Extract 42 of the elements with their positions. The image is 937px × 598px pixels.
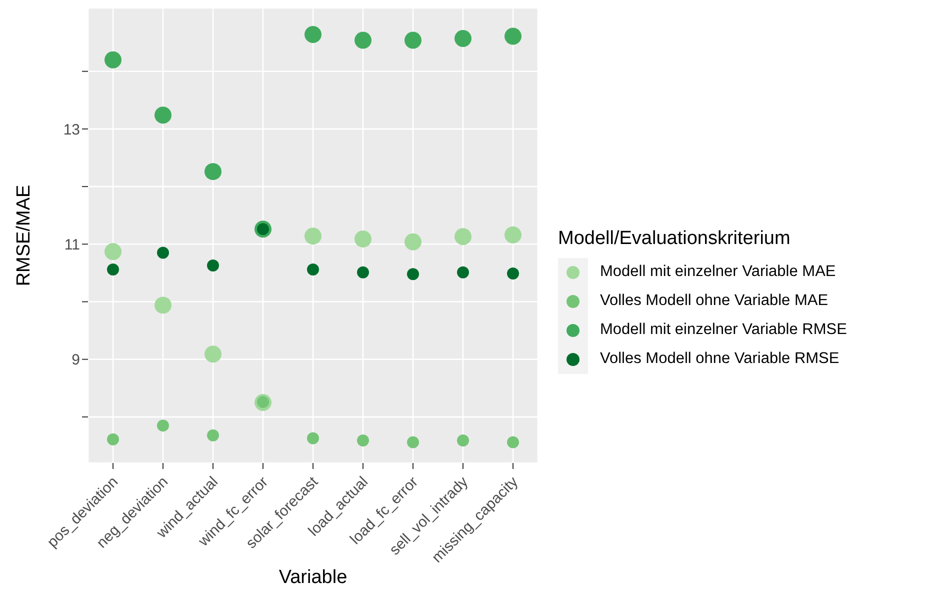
y-tick-label: 11: [64, 236, 80, 254]
point: [307, 432, 319, 444]
point: [354, 32, 372, 49]
point: [454, 30, 472, 48]
legend-title: Modell/Evaluationskriterium: [558, 228, 792, 250]
point: [507, 268, 519, 280]
point: [107, 433, 119, 446]
y-tick-label: 9: [72, 352, 80, 369]
point: [407, 436, 419, 448]
point: [454, 228, 472, 246]
point: [304, 26, 322, 43]
point: [507, 436, 519, 448]
legend-label: Volles Modell ohne Variable RMSE: [600, 350, 840, 368]
point: [404, 233, 422, 250]
point: [504, 226, 522, 244]
point: [457, 266, 469, 278]
legend-label: Modell mit einzelner Variable RMSE: [600, 321, 847, 339]
point: [304, 228, 322, 245]
point: [204, 346, 222, 363]
point: [107, 263, 119, 276]
legend-label: Modell mit einzelner Variable MAE: [600, 263, 836, 281]
point: [407, 268, 419, 280]
x-axis-title: Variable: [278, 567, 348, 588]
point: [104, 243, 122, 260]
point: [157, 246, 169, 259]
point: [357, 266, 369, 278]
point: [104, 51, 122, 68]
point: [204, 163, 222, 180]
point: [504, 28, 522, 45]
point: [404, 32, 422, 49]
point: [354, 230, 372, 248]
legend-label: Volles Modell ohne Variable MAE: [600, 292, 828, 310]
y-axis-title: RMSE/MAE: [14, 184, 35, 286]
point: [154, 296, 172, 314]
point: [157, 420, 169, 432]
point: [357, 434, 369, 447]
point: [307, 263, 319, 276]
point: [457, 434, 469, 447]
point: [207, 429, 219, 442]
point: [154, 106, 172, 124]
point: [207, 259, 219, 272]
y-tick-label: 13: [63, 121, 80, 138]
